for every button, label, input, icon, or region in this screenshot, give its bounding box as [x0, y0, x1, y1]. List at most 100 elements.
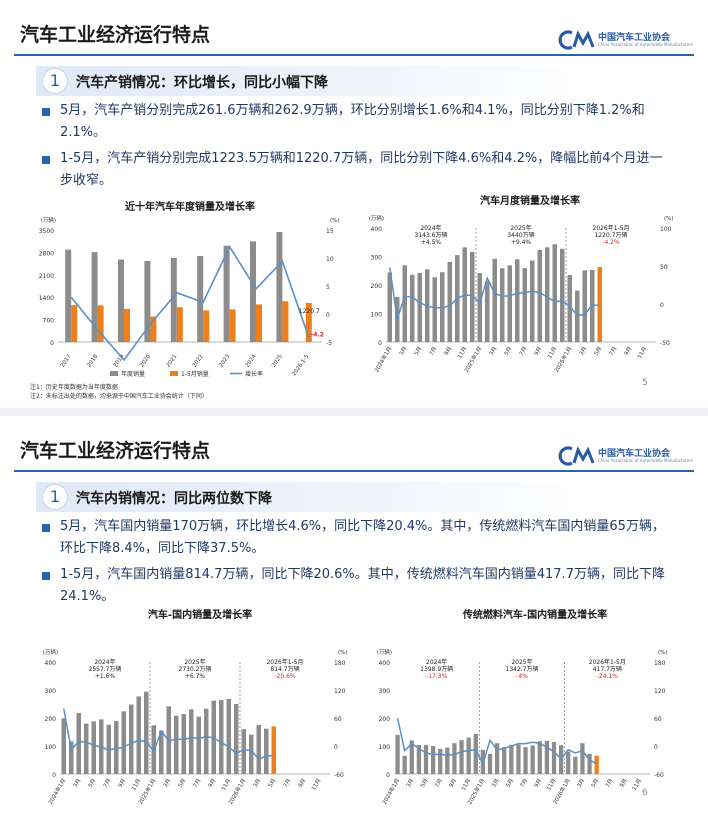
slide-5: 汽车工业经济运行特点 中国汽车工业协会 China Association of… — [0, 0, 708, 408]
x-tick-label: 7月 — [282, 778, 293, 789]
monthly-sales-bar — [264, 728, 269, 774]
x-tick-label: 2021 — [165, 354, 178, 369]
annotation-total: 3143.6万辆 — [415, 231, 448, 239]
monthly-sales-bar — [560, 248, 565, 342]
monthly-sales-bar — [522, 268, 527, 342]
y-axis-unit: (万辆) — [369, 214, 384, 222]
growth-rate-line — [70, 245, 310, 362]
monthly-sales-bar — [84, 723, 89, 774]
x-tick-label: 5月 — [593, 346, 604, 357]
y2-axis-unit: (%) — [330, 218, 340, 224]
x-tick-label: 5月 — [590, 778, 601, 789]
monthly-sales-bar — [136, 696, 141, 774]
monthly-sales-bar — [256, 725, 261, 774]
y-axis-unit: (万辆) — [43, 648, 58, 656]
y2-tick-label: 0 — [334, 744, 338, 751]
y2-axis-unit: (%) — [664, 216, 674, 222]
x-tick-label: 2024年1月 — [372, 345, 393, 374]
y-tick-label: 400 — [371, 226, 383, 233]
ytd-sales-bar — [203, 310, 210, 342]
monthly-sales-bar — [423, 744, 429, 774]
monthly-sales-bar — [573, 756, 578, 774]
current-month-bar — [594, 755, 599, 774]
monthly-sales-bar — [241, 729, 246, 774]
x-tick-label: 11月 — [456, 346, 468, 360]
note-1: 注1：历史年度数据为当年度数据 — [30, 384, 118, 391]
monthly-sales-bar — [487, 753, 493, 774]
annotation-year: 2025年 — [510, 224, 531, 232]
monthly-sales-bar — [402, 265, 407, 342]
section-heading: 1 汽车内销情况：同比两位数下降 — [36, 482, 596, 512]
annotation-total: 3440万辆 — [507, 231, 534, 239]
x-tick-label: 2024年1月 — [46, 777, 67, 806]
monthly-sales-bar — [452, 743, 457, 774]
x-tick-label: 5月 — [503, 346, 514, 357]
x-tick-label: 3月 — [405, 778, 416, 789]
caam-logo-icon — [558, 30, 595, 50]
chart-domestic-sales: 0 100 200 300 400 -60 0 60 120 180 (万辆) (%) 2024年1月 3… — [43, 648, 348, 806]
monthly-sales-bar — [530, 745, 535, 774]
bullet-text: 1-5月，汽车产销分别完成1223.5万辆和1220.7万辆，同比分别下降4.6… — [60, 151, 663, 188]
section-title: 汽车内销情况：同比两位数下降 — [76, 491, 272, 507]
y2-tick-label: 0 — [326, 312, 330, 319]
x-tick-label: 2022 — [192, 354, 205, 369]
monthly-sales-bar — [516, 744, 521, 774]
x-tick-label: 3月 — [576, 778, 587, 789]
monthly-sales-bar — [445, 747, 450, 774]
slide-header: 汽车工业经济运行特点 — [20, 24, 211, 46]
annual-sales-bar — [91, 252, 98, 342]
chart-annual-sales: 0 700 1400 2100 2800 3500 -5 0 5 10 15 (万辆) (%) 2017 2… — [39, 216, 340, 378]
caam-logo-icon — [558, 446, 595, 466]
monthly-sales-bar — [551, 742, 557, 774]
monthly-sales-bar — [485, 281, 490, 342]
x-tick-label: 2025 — [271, 353, 284, 368]
monthly-sales-bar — [402, 755, 407, 774]
annotation-year: 2024年 — [420, 224, 441, 232]
monthly-sales-bar — [567, 275, 572, 342]
header-rule — [14, 470, 694, 472]
section-number: 1 — [42, 68, 68, 94]
section-title: 汽车产销情况：环比增长，同比小幅下降 — [76, 75, 328, 91]
x-tick-label: 7月 — [608, 346, 619, 357]
monthly-sales-bar — [509, 744, 514, 774]
ytd-sales-bar — [124, 308, 130, 342]
annual-sales-bar — [118, 259, 124, 342]
monthly-sales-bar — [459, 740, 464, 774]
x-tick-label: 5月 — [177, 778, 188, 789]
monthly-sales-bar — [159, 730, 164, 774]
annotation-year: 2024年 — [426, 658, 447, 666]
annotation-year: 2026年1-5月 — [592, 224, 629, 232]
current-month-bar — [597, 267, 602, 342]
x-tick-label: 11月 — [310, 778, 322, 792]
monthly-sales-bar — [196, 716, 201, 774]
y-tick-label: 0 — [52, 772, 56, 779]
y2-tick-label: 60 — [334, 716, 342, 723]
annual-sales-bar — [276, 231, 283, 342]
ytd-sales-bar — [71, 305, 78, 342]
annotation-total: 2730.2万辆 — [179, 665, 212, 673]
monthly-sales-bar — [144, 691, 149, 774]
section-heading: 1 汽车产销情况：环比增长，同比小幅下降 — [36, 66, 596, 96]
monthly-sales-bar — [69, 741, 74, 774]
chart-title-domestic: 汽车-国内销量及增长率 — [147, 610, 253, 621]
bullet-square-icon — [42, 572, 50, 580]
annotation-growth: +9.4% — [511, 239, 532, 246]
bullet-text: 1-5月，汽车国内销量814.7万辆，同比下降20.6%。其中，传统燃料汽车国内… — [60, 567, 665, 604]
monthly-sales-bar — [492, 258, 497, 342]
monthly-sales-bar — [91, 721, 96, 774]
annotation-growth: +6.7% — [185, 673, 206, 680]
bullet-square-icon — [42, 108, 50, 116]
bullet-text: 5月，汽车国内销量170万辆，环比增长4.6%，同比下降20.4%。其中，传统燃… — [60, 519, 665, 556]
monthly-sales-bar — [432, 277, 437, 342]
bullet-may-production: 5月，汽车产销分别完成261.6万辆和262.9万辆，环比分别增长1.6%和4.… — [42, 100, 674, 144]
monthly-sales-bar — [473, 733, 478, 774]
monthly-sales-bar — [587, 753, 592, 774]
x-tick-label: 7月 — [102, 778, 113, 789]
y2-tick-label: 120 — [654, 688, 666, 695]
annotation-total: 2557.7万辆 — [89, 665, 122, 673]
logo-en-text: China Association of Automobile Manufact… — [598, 458, 693, 463]
y2-axis-unit: (%) — [658, 650, 668, 656]
y2-tick-label: 15 — [326, 228, 334, 235]
annotation-growth: +4.5% — [421, 239, 442, 246]
y-axis-unit: (万辆) — [41, 216, 56, 224]
